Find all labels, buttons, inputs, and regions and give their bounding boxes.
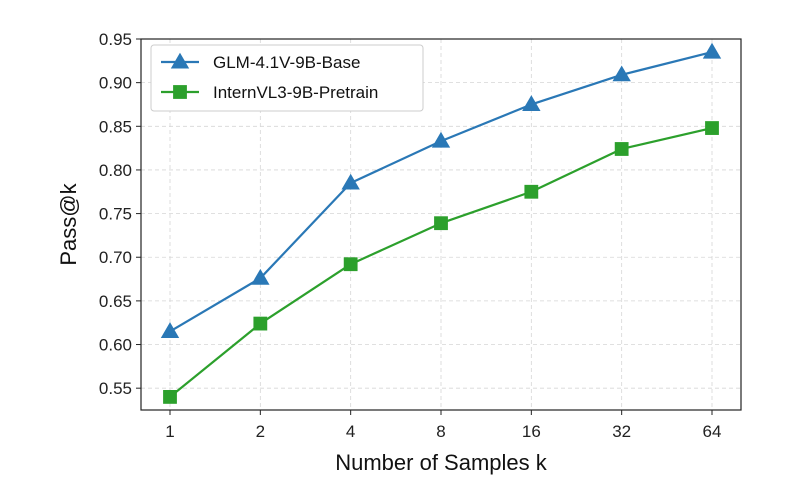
legend-item-1: GLM-4.1V-9B-Base — [161, 52, 360, 72]
legend-box — [150, 44, 424, 112]
series-2-point — [614, 142, 629, 156]
plot-frame — [140, 38, 742, 411]
series-2-point — [163, 390, 177, 404]
y-axis-ticks: 0.55 0.60 0.65 0.70 0.75 0.80 0.85 0.90 0.95 — [99, 30, 141, 398]
y-tick-label: 0.70 — [99, 248, 132, 267]
series-2-point — [705, 121, 719, 135]
series-group — [160, 42, 722, 404]
x-tick-label: 64 — [703, 422, 722, 441]
x-tick-label: 8 — [436, 422, 445, 441]
x-axis-ticks: 1 2 4 8 16 32 64 — [165, 410, 721, 441]
y-tick-label: 0.65 — [99, 292, 132, 311]
legend-marker — [173, 85, 187, 99]
series-1-point — [341, 173, 360, 190]
series-1-point — [522, 95, 541, 111]
y-axis-label: Pass@k — [56, 182, 81, 265]
series-1-point — [431, 131, 451, 148]
legend-marker — [170, 52, 190, 69]
legend-label: InternVL3-9B-Pretrain — [213, 83, 378, 102]
x-tick-label: 16 — [522, 422, 541, 441]
legend-label: GLM-4.1V-9B-Base — [213, 53, 360, 72]
y-tick-label: 0.85 — [99, 117, 132, 136]
y-tick-label: 0.60 — [99, 336, 132, 355]
x-tick-label: 1 — [165, 422, 174, 441]
series-2-point — [343, 257, 358, 272]
series-1-point — [612, 65, 631, 82]
series-2 — [163, 121, 719, 404]
series-2-point — [434, 216, 448, 231]
series-1-point — [160, 322, 180, 338]
y-tick-label: 0.95 — [99, 30, 132, 49]
y-tick-label: 0.55 — [99, 379, 132, 398]
x-tick-label: 2 — [256, 422, 265, 441]
legend: GLM-4.1V-9B-Base InternVL3-9B-Pretrain — [150, 44, 424, 112]
legend-item-2: InternVL3-9B-Pretrain — [161, 83, 378, 102]
series-2-point — [253, 316, 268, 331]
y-tick-label: 0.90 — [99, 74, 132, 93]
x-tick-label: 32 — [612, 422, 631, 441]
series-1-point — [251, 268, 270, 285]
x-tick-label: 4 — [346, 422, 355, 441]
y-tick-label: 0.80 — [99, 161, 132, 180]
series-2-point — [524, 184, 539, 199]
series-1 — [160, 42, 722, 338]
series-1-point — [702, 42, 722, 59]
x-axis-label: Number of Samples k — [335, 450, 548, 475]
y-tick-label: 0.75 — [99, 205, 132, 224]
